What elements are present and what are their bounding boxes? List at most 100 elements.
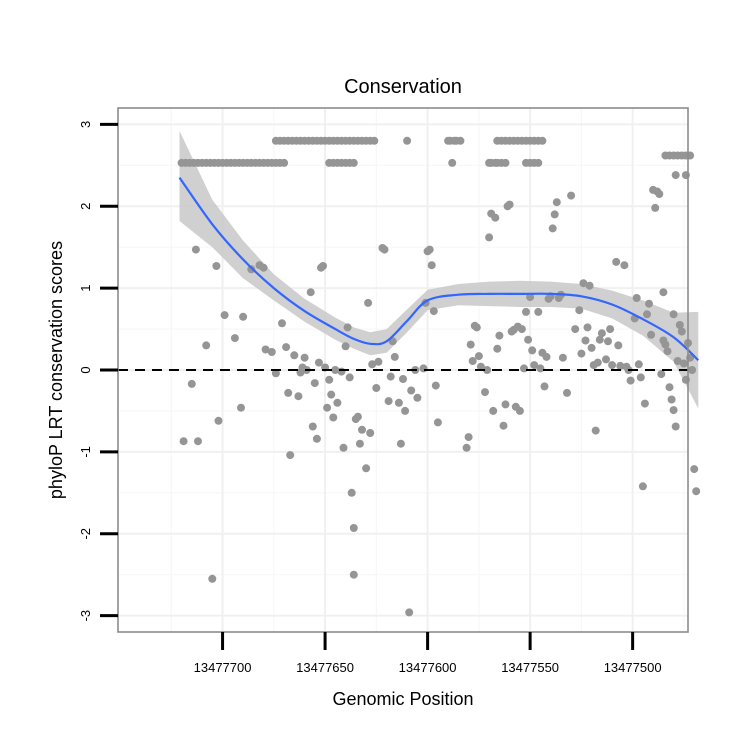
x-axis: 13477700 13477650 13477600 13477550 13477500 xyxy=(194,632,662,675)
data-point xyxy=(374,357,383,366)
data-point xyxy=(292,136,301,145)
data-point xyxy=(468,357,477,365)
data-point xyxy=(390,352,399,361)
data-point xyxy=(179,437,188,446)
data-point xyxy=(522,307,530,316)
data-point xyxy=(284,388,293,397)
data-point xyxy=(663,347,672,356)
data-point xyxy=(187,379,196,388)
data-point xyxy=(620,261,629,270)
data-point xyxy=(526,293,535,302)
data-point xyxy=(669,406,678,415)
data-point xyxy=(651,203,660,212)
data-point xyxy=(433,418,442,427)
data-point xyxy=(638,482,647,491)
data-point xyxy=(501,400,510,409)
data-point xyxy=(370,136,379,145)
data-point xyxy=(403,136,412,145)
data-point xyxy=(655,190,664,198)
data-point xyxy=(604,337,612,346)
data-point xyxy=(386,372,395,381)
data-point xyxy=(476,362,485,371)
data-point xyxy=(327,390,336,399)
data-point xyxy=(220,311,229,320)
data-point xyxy=(692,487,701,496)
data-point xyxy=(517,325,526,334)
data-point xyxy=(583,323,592,332)
data-point xyxy=(626,376,635,385)
data-point xyxy=(472,323,481,332)
data-point xyxy=(643,310,651,319)
x-tick-label: 13477700 xyxy=(194,660,252,675)
data-point xyxy=(542,352,551,361)
data-point xyxy=(501,158,510,167)
data-point xyxy=(331,366,340,374)
y-axis: -3 -2 -1 0 1 2 3 xyxy=(78,121,118,621)
data-point xyxy=(665,383,674,392)
data-point xyxy=(661,340,670,349)
data-point xyxy=(372,384,381,392)
data-point xyxy=(495,331,504,340)
data-point xyxy=(602,355,610,364)
x-axis-title: Genomic Position xyxy=(332,689,473,709)
data-point xyxy=(667,395,676,404)
data-point xyxy=(337,367,346,376)
data-point xyxy=(632,294,641,302)
data-point xyxy=(606,325,615,334)
data-point xyxy=(575,306,584,315)
data-point xyxy=(481,388,489,397)
data-point xyxy=(567,191,576,200)
data-point xyxy=(645,299,653,308)
data-point xyxy=(280,158,289,167)
data-point xyxy=(474,352,483,361)
data-point xyxy=(540,382,549,391)
y-tick-label: 0 xyxy=(78,366,93,373)
data-point xyxy=(208,574,217,583)
data-point xyxy=(323,403,332,412)
data-point xyxy=(271,369,280,378)
data-point xyxy=(366,429,375,437)
data-point xyxy=(419,364,428,373)
data-point xyxy=(591,426,600,435)
data-point xyxy=(413,393,422,402)
data-point xyxy=(259,263,268,272)
chart-title: Conservation xyxy=(344,76,462,98)
data-point xyxy=(505,200,514,209)
data-point xyxy=(462,443,471,452)
data-point xyxy=(489,406,498,415)
data-point xyxy=(310,379,319,388)
data-point xyxy=(520,364,528,373)
y-tick-label: 1 xyxy=(78,285,93,292)
data-point xyxy=(456,136,465,145)
data-point xyxy=(212,262,221,270)
data-point xyxy=(448,158,457,167)
data-point xyxy=(493,344,502,353)
data-point xyxy=(300,353,309,362)
data-point xyxy=(202,341,211,350)
data-point xyxy=(485,233,494,242)
data-point xyxy=(491,213,500,222)
data-point xyxy=(597,329,606,338)
data-point xyxy=(425,245,434,254)
data-point xyxy=(312,434,321,443)
data-point xyxy=(325,375,334,384)
data-point xyxy=(563,388,571,397)
data-point xyxy=(194,437,202,446)
data-point xyxy=(286,451,295,460)
data-point xyxy=(534,158,543,167)
data-point xyxy=(308,422,317,431)
data-point xyxy=(214,416,223,425)
data-point xyxy=(593,358,602,367)
data-point xyxy=(230,334,239,343)
data-point xyxy=(538,136,547,145)
data-point xyxy=(237,403,245,412)
data-point xyxy=(380,245,389,254)
data-point xyxy=(364,298,373,307)
data-point xyxy=(647,330,656,339)
data-point xyxy=(524,335,533,344)
data-point xyxy=(358,425,366,434)
data-point xyxy=(677,327,686,336)
data-point xyxy=(550,210,559,219)
data-point xyxy=(581,336,590,345)
